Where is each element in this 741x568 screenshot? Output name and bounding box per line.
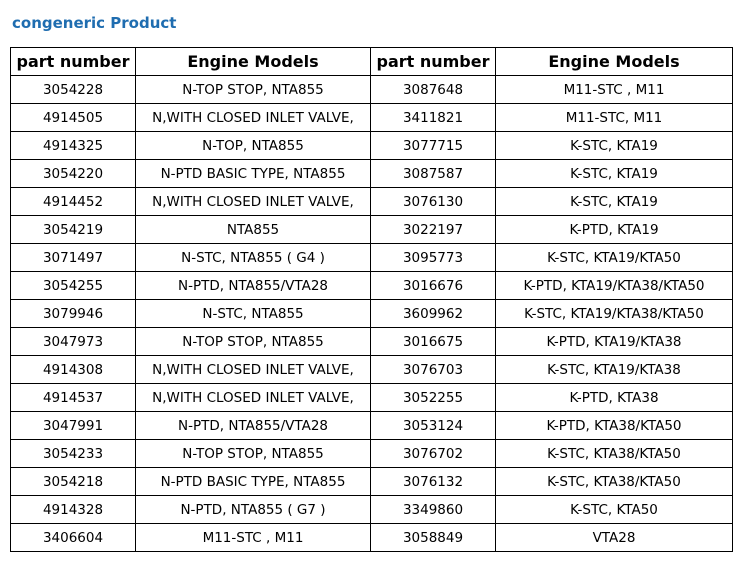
header-part-number: part number: [370, 47, 496, 76]
part-number-cell: 3087648: [370, 75, 496, 104]
table-row: 3054218 N-PTD BASIC TYPE, NTA855 3076132…: [10, 467, 733, 496]
engine-models-cell: K-STC, KTA19/KTA38/KTA50: [495, 299, 733, 328]
part-number-cell: 3079946: [10, 299, 136, 328]
part-number-cell: 3349860: [370, 495, 496, 524]
engine-models-cell: N-PTD BASIC TYPE, NTA855: [135, 467, 371, 496]
engine-models-cell: N-TOP, NTA855: [135, 131, 371, 160]
table-header-row: part number Engine Models part number En…: [10, 47, 733, 76]
engine-models-cell: N-PTD, NTA855/VTA28: [135, 411, 371, 440]
table-row: 3054228 N-TOP STOP, NTA855 3087648 M11-S…: [10, 75, 733, 104]
part-number-cell: 3095773: [370, 243, 496, 272]
table-row: 3054255 N-PTD, NTA855/VTA28 3016676 K-PT…: [10, 271, 733, 300]
part-number-cell: 3076132: [370, 467, 496, 496]
part-number-cell: 3076130: [370, 187, 496, 216]
part-number-cell: 3022197: [370, 215, 496, 244]
engine-models-cell: K-PTD, KTA38/KTA50: [495, 411, 733, 440]
part-number-cell: 3076702: [370, 439, 496, 468]
part-number-cell: 4914505: [10, 103, 136, 132]
table-row: 3054219 NTA855 3022197 K-PTD, KTA19: [10, 215, 733, 244]
engine-models-cell: VTA28: [495, 523, 733, 552]
part-number-cell: 4914328: [10, 495, 136, 524]
part-number-cell: 3052255: [370, 383, 496, 412]
engine-models-cell: M11-STC , M11: [135, 523, 371, 552]
engine-models-cell: N-PTD, NTA855 ( G7 ): [135, 495, 371, 524]
table-row: 4914537 N,WITH CLOSED INLET VALVE, 30522…: [10, 383, 733, 412]
engine-models-cell: N-TOP STOP, NTA855: [135, 439, 371, 468]
engine-models-cell: K-PTD, KTA38: [495, 383, 733, 412]
part-number-cell: 4914308: [10, 355, 136, 384]
engine-models-cell: K-STC, KTA19: [495, 131, 733, 160]
part-number-cell: 3053124: [370, 411, 496, 440]
part-number-cell: 3411821: [370, 103, 496, 132]
engine-models-cell: K-STC, KTA38/KTA50: [495, 439, 733, 468]
engine-models-cell: K-PTD, KTA19/KTA38/KTA50: [495, 271, 733, 300]
part-number-cell: 4914452: [10, 187, 136, 216]
table-row: 4914452 N,WITH CLOSED INLET VALVE, 30761…: [10, 187, 733, 216]
part-number-cell: 3406604: [10, 523, 136, 552]
table-row: 3406604 M11-STC , M11 3058849 VTA28: [10, 523, 733, 552]
engine-models-cell: K-STC, KTA19/KTA50: [495, 243, 733, 272]
part-number-cell: 3054220: [10, 159, 136, 188]
part-number-cell: 3609962: [370, 299, 496, 328]
part-number-cell: 3047991: [10, 411, 136, 440]
engine-models-cell: M11-STC, M11: [495, 103, 733, 132]
engine-models-cell: N-STC, NTA855: [135, 299, 371, 328]
part-number-cell: 3087587: [370, 159, 496, 188]
header-engine-models: Engine Models: [135, 47, 371, 76]
engine-models-cell: K-STC, KTA38/KTA50: [495, 467, 733, 496]
page-title: congeneric Product: [12, 14, 177, 32]
table-row: 3071497 N-STC, NTA855 ( G4 ) 3095773 K-S…: [10, 243, 733, 272]
part-number-cell: 3054228: [10, 75, 136, 104]
part-number-cell: 3054233: [10, 439, 136, 468]
table-row: 3079946 N-STC, NTA855 3609962 K-STC, KTA…: [10, 299, 733, 328]
part-number-cell: 3076703: [370, 355, 496, 384]
table-row: 4914505 N,WITH CLOSED INLET VALVE, 34118…: [10, 103, 733, 132]
engine-models-cell: N,WITH CLOSED INLET VALVE,: [135, 383, 371, 412]
table-row: 3047973 N-TOP STOP, NTA855 3016675 K-PTD…: [10, 327, 733, 356]
engine-models-cell: K-STC, KTA50: [495, 495, 733, 524]
part-number-cell: 3054255: [10, 271, 136, 300]
part-number-cell: 3054218: [10, 467, 136, 496]
part-number-cell: 3016675: [370, 327, 496, 356]
part-number-cell: 3054219: [10, 215, 136, 244]
engine-models-cell: K-STC, KTA19: [495, 187, 733, 216]
engine-models-cell: NTA855: [135, 215, 371, 244]
engine-models-cell: M11-STC , M11: [495, 75, 733, 104]
engine-models-cell: N-PTD, NTA855/VTA28: [135, 271, 371, 300]
engine-models-cell: N-TOP STOP, NTA855: [135, 75, 371, 104]
engine-models-cell: N,WITH CLOSED INLET VALVE,: [135, 187, 371, 216]
part-number-cell: 3077715: [370, 131, 496, 160]
part-number-cell: 3047973: [10, 327, 136, 356]
engine-models-cell: N,WITH CLOSED INLET VALVE,: [135, 103, 371, 132]
part-number-cell: 4914325: [10, 131, 136, 160]
part-number-cell: 3016676: [370, 271, 496, 300]
engine-models-cell: K-PTD, KTA19/KTA38: [495, 327, 733, 356]
engine-models-cell: N-TOP STOP, NTA855: [135, 327, 371, 356]
engine-models-cell: N,WITH CLOSED INLET VALVE,: [135, 355, 371, 384]
part-number-cell: 4914537: [10, 383, 136, 412]
table-row: 4914328 N-PTD, NTA855 ( G7 ) 3349860 K-S…: [10, 495, 733, 524]
part-number-cell: 3058849: [370, 523, 496, 552]
table-row: 3047991 N-PTD, NTA855/VTA28 3053124 K-PT…: [10, 411, 733, 440]
part-number-cell: 3071497: [10, 243, 136, 272]
parts-table: part number Engine Models part number En…: [10, 47, 733, 552]
header-engine-models: Engine Models: [495, 47, 733, 76]
table-row: 3054220 N-PTD BASIC TYPE, NTA855 3087587…: [10, 159, 733, 188]
table-row: 4914325 N-TOP, NTA855 3077715 K-STC, KTA…: [10, 131, 733, 160]
engine-models-cell: K-PTD, KTA19: [495, 215, 733, 244]
header-part-number: part number: [10, 47, 136, 76]
engine-models-cell: N-STC, NTA855 ( G4 ): [135, 243, 371, 272]
table-row: 3054233 N-TOP STOP, NTA855 3076702 K-STC…: [10, 439, 733, 468]
table-row: 4914308 N,WITH CLOSED INLET VALVE, 30767…: [10, 355, 733, 384]
engine-models-cell: K-STC, KTA19/KTA38: [495, 355, 733, 384]
engine-models-cell: K-STC, KTA19: [495, 159, 733, 188]
engine-models-cell: N-PTD BASIC TYPE, NTA855: [135, 159, 371, 188]
